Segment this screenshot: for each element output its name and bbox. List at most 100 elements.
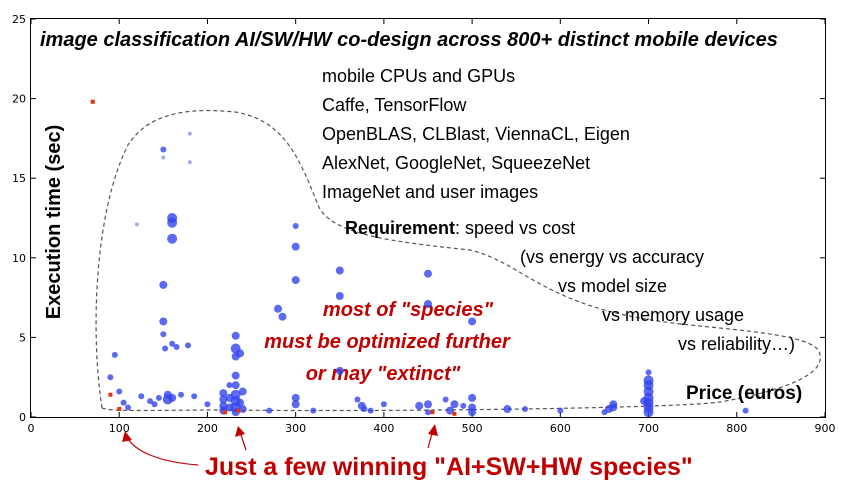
arrowhead-icon [122, 431, 132, 442]
blue-data-point [219, 389, 228, 398]
arrowhead-icon [428, 424, 438, 436]
y-tick-label: 25 [12, 13, 26, 26]
blue-data-point [226, 382, 233, 389]
x-tick-label: 400 [373, 422, 394, 435]
blue-data-point [266, 407, 273, 414]
x-tick-label: 900 [815, 422, 836, 435]
blue-data-point [155, 394, 162, 401]
species-line: must be optimized further [264, 331, 511, 353]
species-annotation: most of "species" must be optimized furt… [264, 299, 511, 385]
x-tick-label: 300 [285, 422, 306, 435]
requirement-annotation: Requirement: speed vs cost (vs energy vs… [345, 218, 795, 354]
red-data-point [236, 408, 241, 413]
blue-data-point [442, 396, 449, 403]
y-tick-label: 10 [12, 252, 26, 265]
tech-line: ImageNet and user images [322, 182, 538, 202]
blue-data-point [238, 405, 247, 414]
requirement-line: Requirement: speed vs cost [345, 218, 575, 238]
requirement-text: : speed vs cost [455, 218, 575, 238]
requirement-line: (vs energy vs accuracy [520, 247, 704, 267]
blue-data-point [238, 387, 247, 396]
blue-data-point [557, 407, 564, 414]
blue-data-point [177, 391, 184, 398]
blue-data-point [161, 155, 166, 160]
x-tick-label: 0 [28, 422, 35, 435]
winning-species-label: Just a few winning "AI+SW+HW species" [205, 453, 693, 481]
blue-data-point [274, 304, 283, 313]
blue-data-point [640, 397, 649, 406]
blue-data-point [468, 393, 477, 402]
blue-data-point [424, 400, 432, 409]
y-tick-label: 0 [19, 411, 26, 424]
requirement-line: vs reliability…) [678, 334, 795, 354]
red-data-point [452, 411, 457, 416]
blue-data-point [120, 399, 127, 406]
blue-data-point [191, 393, 198, 400]
blue-data-point [111, 351, 118, 358]
red-data-point [117, 407, 122, 412]
arrows [122, 424, 438, 466]
blue-data-point [643, 407, 654, 418]
blue-data-point [335, 292, 344, 301]
blue-data-point [147, 398, 154, 405]
red-data-point [90, 99, 95, 104]
plot-frame [30, 18, 826, 418]
blue-data-point [522, 406, 529, 413]
blue-data-point [236, 398, 245, 407]
species-line: or may "extinct" [306, 363, 461, 385]
blue-data-point [204, 401, 211, 408]
blue-data-point [138, 393, 145, 400]
tech-list: mobile CPUs and GPUs Caffe, TensorFlow O… [322, 66, 630, 202]
blue-data-point [425, 409, 431, 416]
blue-data-point [231, 331, 240, 340]
blue-data-point [310, 407, 317, 414]
arrow-line [126, 436, 199, 466]
y-tick-label: 20 [12, 93, 26, 106]
tech-line: OpenBLAS, CLBlast, ViennaCL, Eigen [322, 124, 630, 144]
blue-data-point [159, 280, 168, 289]
tech-line: Caffe, TensorFlow [322, 95, 467, 115]
blue-data-point [354, 396, 361, 403]
blue-data-point [151, 401, 158, 408]
blue-data-point [134, 222, 139, 227]
blue-data-point [450, 400, 459, 409]
blue-data-point [645, 369, 652, 376]
blue-data-point [335, 266, 344, 275]
blue-data-point [187, 160, 192, 165]
blue-data-point [609, 403, 618, 412]
blue-data-point [335, 366, 344, 375]
x-tick-label: 800 [726, 422, 747, 435]
blue-data-point [173, 343, 180, 350]
x-tick-label: 500 [462, 422, 483, 435]
tech-line: mobile CPUs and GPUs [322, 66, 515, 86]
blue-data-point [415, 401, 424, 410]
blue-data-point [187, 131, 192, 136]
blue-data-point [162, 345, 169, 352]
chart-title: image classification AI/SW/HW co-design … [40, 29, 778, 51]
device-region-outline [95, 109, 821, 412]
y-tick-label: 5 [19, 331, 26, 344]
x-tick-label: 100 [109, 422, 130, 435]
blue-data-point [185, 342, 192, 349]
blue-data-point [424, 299, 432, 308]
blue-data-point [167, 233, 178, 244]
blue-data-point [468, 408, 477, 417]
blue-data-point [742, 407, 749, 414]
blue-data-point [446, 406, 455, 415]
blue-data-point [292, 222, 299, 229]
blue-data-point [380, 401, 387, 408]
blue-data-point [160, 146, 167, 153]
blue-data-point [291, 393, 300, 402]
blue-data-point [291, 276, 300, 285]
x-axis-label: Price (euros) [686, 383, 802, 404]
blue-data-point [168, 393, 177, 402]
blue-data-point [159, 317, 168, 326]
blue-data-point [291, 400, 300, 409]
tech-line: AlexNet, GoogleNet, SqueezeNet [322, 153, 590, 173]
y-tick-label: 15 [12, 172, 26, 185]
blue-data-point [424, 269, 432, 278]
x-tick-label: 600 [550, 422, 571, 435]
blue-data-point [125, 404, 132, 411]
red-data-point [430, 410, 435, 415]
